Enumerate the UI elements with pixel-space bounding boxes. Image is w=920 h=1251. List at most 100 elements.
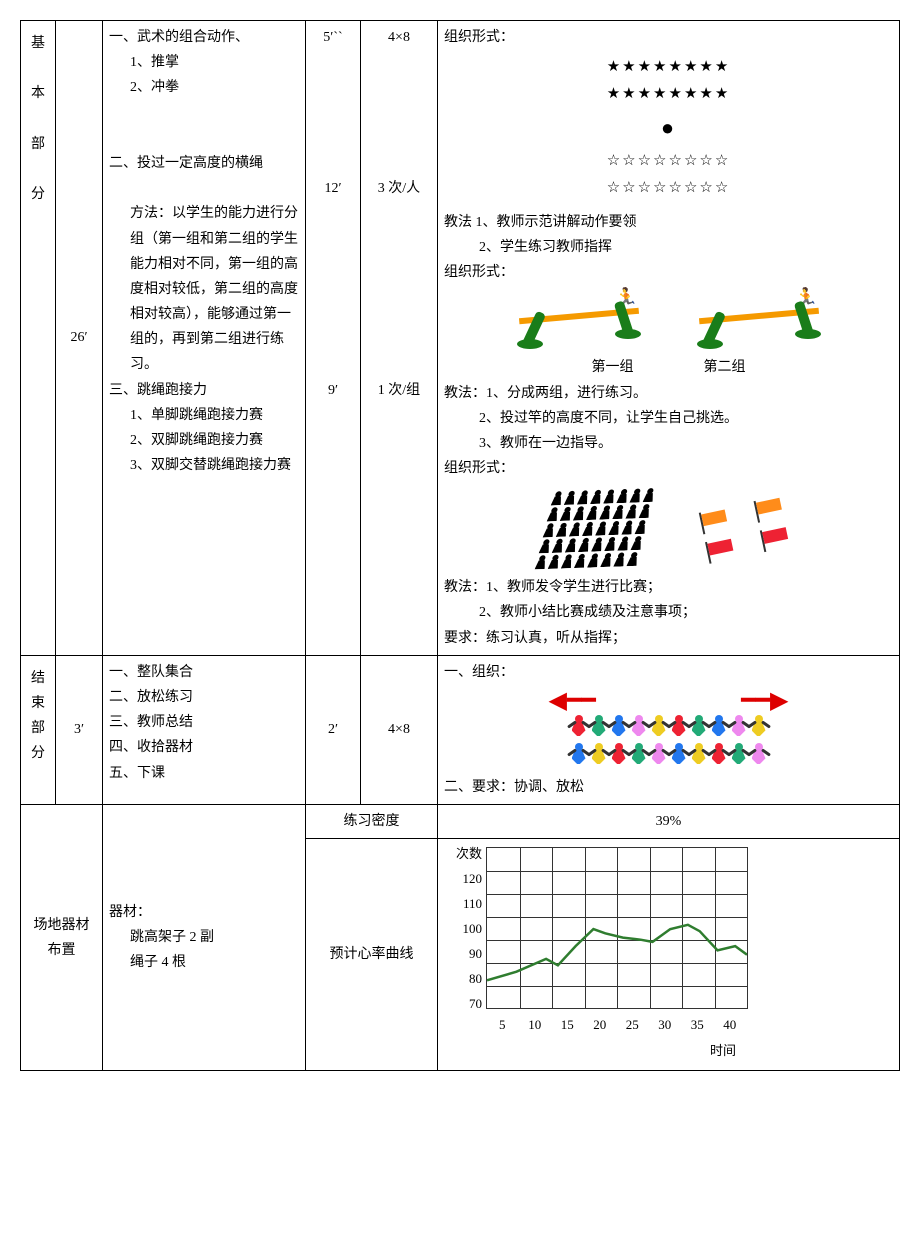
g3-teach: 教法：1、教师发令学生进行比赛；: [444, 575, 893, 600]
g3-req-label: 要求：: [444, 631, 486, 646]
sec1-reps: 4×8: [367, 25, 431, 50]
hurdle-2: 🏃: [699, 291, 819, 351]
chart-x-ticks: 510152025303540: [486, 1013, 746, 1036]
g2-t2: 2、投过竿的高度不同，让学生自己挑选。: [444, 406, 893, 431]
formation-stars: ★★★★★★★★ ★★★★★★★★ ● ☆☆☆☆☆☆☆☆ ☆☆☆☆☆☆☆☆: [444, 54, 893, 202]
end-i2: 二、放松练习: [109, 685, 299, 710]
stars-r3: ☆☆☆☆☆☆☆☆: [444, 148, 893, 175]
method-label: 方法：: [130, 206, 172, 221]
g3-req: 要求：练习认真，听从指挥；: [444, 626, 893, 651]
g1-title: 组织形式：: [444, 25, 893, 50]
x-title: 时间: [486, 1039, 746, 1062]
sec3-item3: 3、双脚交替跳绳跑接力赛: [109, 453, 299, 478]
end-i3: 三、教师总结: [109, 710, 299, 735]
end-i4: 四、收拾器材: [109, 735, 299, 760]
yt1: 110: [448, 897, 482, 911]
g3-t1: 1、教师发令学生进行比赛；: [486, 580, 661, 595]
end-org-title: 一、组织：: [444, 660, 893, 685]
stars-r2: ★★★★★★★★: [444, 81, 893, 108]
chart-y-ticks: 次数 120 110 100 90 80 70: [448, 847, 482, 1011]
end-section-row: 结束部分 3′ 一、整队集合 二、放松练习 三、教师总结 四、收拾器材 五、下课…: [21, 655, 900, 804]
end-reps: 4×8: [361, 655, 438, 804]
sec3-time: 9′: [312, 378, 354, 403]
people-row-1: [549, 715, 789, 741]
end-req: 二、要求：协调、放松: [444, 775, 893, 800]
end-guidance-cell: 一、组织： ◀━━ ━━▶ 二、要求：协调、放松: [438, 655, 900, 804]
sec2-method: 方法：以学生的能力进行分组（第一组和第二组的学生能力相对不同，第一组的高度相对较…: [109, 201, 299, 377]
equip-label: 器材：: [109, 900, 299, 925]
hurdle-1: 🏃: [519, 291, 639, 351]
sec1-time: 5′``: [312, 25, 354, 50]
g2-t3: 3、教师在一边指导。: [444, 431, 893, 456]
g1-teach: 教法 1、教师示范讲解动作要领: [444, 210, 893, 235]
main-section-label: 基本部分: [21, 21, 56, 656]
stars-dot: ●: [444, 108, 893, 148]
sec3-item1: 1、单脚跳绳跑接力赛: [109, 403, 299, 428]
group2-label: 第二组: [704, 355, 746, 380]
end-content-cell: 一、整队集合 二、放松练习 三、教师总结 四、收拾器材 五、下课: [103, 655, 306, 804]
main-section-row: 基本部分 26′ 一、武术的组合动作、 1、推掌 2、冲拳 二、投过一定高度的横…: [21, 21, 900, 656]
g2-title: 组织形式：: [444, 260, 893, 285]
y-title: 次数: [448, 847, 482, 861]
flags-icon: [699, 496, 797, 560]
equip1: 跳高架子 2 副: [109, 925, 299, 950]
equip2: 绳子 4 根: [109, 950, 299, 975]
cooldown-diagram: ◀━━ ━━▶: [549, 689, 789, 769]
stars-r4: ☆☆☆☆☆☆☆☆: [444, 175, 893, 202]
end-time: 2′: [306, 655, 361, 804]
sec2-time: 12′: [312, 176, 354, 201]
sec1-heading: 一、武术的组合动作、: [109, 25, 299, 50]
sec3-reps: 1 次/组: [367, 378, 431, 403]
end-i5: 五、下课: [109, 761, 299, 786]
main-content-cell: 一、武术的组合动作、 1、推掌 2、冲拳 二、投过一定高度的横绳 方法：以学生的…: [103, 21, 306, 656]
sec3-item2: 2、双脚跳绳跑接力赛: [109, 428, 299, 453]
teach-label: 教法: [444, 215, 472, 230]
hurdle-diagram: 🏃 🏃: [444, 291, 893, 351]
yt4: 80: [448, 972, 482, 986]
crowd-icon: [534, 487, 695, 570]
relay-diagram: [444, 489, 893, 567]
main-guidance-cell: 组织形式： ★★★★★★★★ ★★★★★★★★ ● ☆☆☆☆☆☆☆☆ ☆☆☆☆☆…: [438, 21, 900, 656]
density-label: 练习密度: [306, 805, 438, 839]
stars-r1: ★★★★★★★★: [444, 54, 893, 81]
equipment-cell: 器材： 跳高架子 2 副 绳子 4 根: [103, 805, 306, 1071]
sec1-item1: 1、推掌: [109, 50, 299, 75]
group1-label: 第一组: [592, 355, 634, 380]
main-reps-col: 4×8 3 次/人 1 次/组: [361, 21, 438, 656]
hurdle-labels: 第一组 第二组: [444, 355, 893, 380]
method-text: 以学生的能力进行分组（第一组和第二组的学生能力相对不同，第一组的高度相对较低，第…: [130, 206, 298, 372]
end-i1: 一、整队集合: [109, 660, 299, 685]
g2-t1: 1、分成两组，进行练习。: [486, 386, 647, 401]
bottom-density-row: 场地器材布置 器材： 跳高架子 2 副 绳子 4 根 练习密度 39%: [21, 805, 900, 839]
sec1-item2: 2、冲拳: [109, 75, 299, 100]
end-section-label: 结束部分: [21, 655, 56, 804]
g1-t2: 2、学生练习教师指挥: [444, 235, 893, 260]
g1-t1: 1、教师示范讲解动作要领: [476, 215, 637, 230]
end-time-total: 3′: [56, 655, 103, 804]
sec3-heading: 三、跳绳跑接力: [109, 378, 299, 403]
site-label-cell: 场地器材布置: [21, 805, 103, 1071]
chart-cell: 次数 120 110 100 90 80 70 510152025303540 …: [438, 839, 900, 1071]
arrow-right-icon: ━━▶: [741, 689, 788, 713]
curve-label: 预计心率曲线: [306, 839, 438, 1071]
main-time-col: 5′`` 12′ 9′: [306, 21, 361, 656]
g3-teach-label: 教法：: [444, 580, 486, 595]
g2-teach: 教法：1、分成两组，进行练习。: [444, 381, 893, 406]
site-label: 场地器材布置: [34, 913, 90, 963]
g3-title: 组织形式：: [444, 456, 893, 481]
g2-teach-label: 教法：: [444, 386, 486, 401]
yt0: 120: [448, 872, 482, 886]
sec2-reps: 3 次/人: [367, 176, 431, 201]
density-value: 39%: [438, 805, 900, 839]
g3-req-text: 练习认真，听从指挥；: [486, 631, 626, 646]
yt3: 90: [448, 947, 482, 961]
g3-t2: 2、教师小结比赛成绩及注意事项；: [444, 600, 893, 625]
heart-rate-chart: [486, 847, 748, 1009]
yt5: 70: [448, 997, 482, 1011]
people-row-2: [549, 743, 789, 769]
arrow-left-icon: ◀━━: [549, 689, 596, 713]
sec2-heading: 二、投过一定高度的横绳: [109, 151, 299, 176]
yt2: 100: [448, 922, 482, 936]
main-time-total: 26′: [56, 21, 103, 656]
lesson-plan-table: 基本部分 26′ 一、武术的组合动作、 1、推掌 2、冲拳 二、投过一定高度的横…: [20, 20, 900, 1071]
